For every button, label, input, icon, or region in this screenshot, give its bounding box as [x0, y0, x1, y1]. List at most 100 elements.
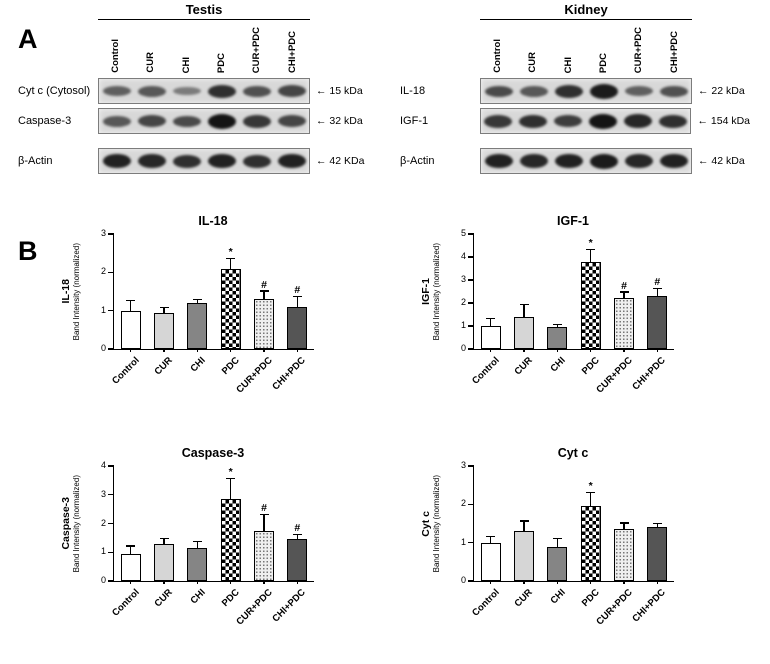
blot-row-label: Cyt c (Cytosol) — [18, 85, 91, 97]
x-tick — [590, 349, 592, 352]
chart-body: Caspase-3 Band Intensity (normalized) 0 1 2 3… — [55, 460, 385, 627]
y-tick-label: 1 — [100, 304, 106, 315]
error-bar-cap — [552, 323, 562, 325]
y-tick — [108, 522, 114, 525]
blot-lane — [656, 79, 691, 103]
bar-chi — [547, 546, 568, 581]
y-axis-label-sub: Band Intensity (normalized) — [71, 474, 81, 573]
blot-lane — [586, 109, 621, 133]
lane-label-cell: PDC — [204, 20, 239, 74]
bar-cur — [154, 312, 174, 349]
error-bar-cap — [159, 538, 169, 540]
error-bar-line — [590, 492, 592, 507]
kda-label: ← 154 kDa — [697, 115, 750, 127]
x-tick — [556, 349, 558, 352]
error-bar-cap — [519, 304, 529, 306]
panel-b-label: B — [18, 236, 38, 266]
y-tick-label: 2 — [460, 297, 466, 307]
x-tick — [523, 349, 525, 352]
protein-band — [137, 154, 166, 168]
blot-lane — [586, 79, 621, 103]
lane-label: CHI+PDC — [668, 31, 680, 73]
chart-title: IGF-1 — [557, 214, 589, 228]
significance-marker: * — [228, 245, 233, 258]
error-bar-cap — [259, 513, 269, 515]
kda-label: ← 32 kDa — [316, 115, 363, 127]
blot-row: Caspase-3 ← 32 kDa — [18, 108, 368, 134]
x-tick — [163, 349, 165, 352]
x-tick — [296, 581, 298, 584]
blot-lane — [169, 149, 204, 173]
plot-area: 0 1 2 3 Control CUR CHI * PDC CUR+PDC CHI+PDC — [461, 460, 674, 627]
lane-labels-row: Control CUR CHI PDC CUR+PDC CHI+PDC — [480, 20, 692, 74]
y-tick-label: 3 — [460, 274, 466, 284]
protein-band — [624, 114, 653, 128]
lane-label: CUR — [527, 52, 539, 73]
lane-label: CUR+PDC — [251, 26, 263, 73]
significance-marker: # — [261, 501, 267, 514]
protein-band — [102, 154, 131, 168]
y-tick-label: 4 — [100, 460, 106, 470]
error-bar-line — [656, 524, 658, 528]
error-bar-line — [296, 297, 298, 307]
x-tick — [263, 581, 265, 584]
protein-band — [207, 154, 236, 168]
y-tick — [468, 348, 474, 350]
protein-band — [659, 85, 688, 97]
error-bar-cap — [586, 248, 596, 251]
protein-band — [242, 154, 271, 168]
y-axis-label: IGF-1 Band Intensity (normalized) — [415, 234, 445, 349]
protein-band — [172, 87, 201, 95]
blot-row-label: IGF-1 — [400, 115, 429, 127]
y-tick — [108, 465, 114, 467]
chart-title: Caspase-3 — [181, 446, 245, 460]
chart-igf1: IGF-1 IGF-1 Band Intensity (normalized) 0 1 2… — [415, 214, 745, 406]
x-tick — [656, 581, 658, 584]
y-tick-label: 0 — [100, 575, 106, 585]
blot-lane — [204, 149, 239, 173]
protein-band — [172, 154, 201, 168]
blot-row-label: β-Actin — [18, 155, 53, 167]
panel-a-label: A — [18, 24, 38, 54]
error-bar-line — [263, 291, 265, 300]
blot-row: IGF-1 ← 154 kDa — [400, 108, 750, 134]
protein-band — [277, 115, 306, 127]
blot-lane — [656, 109, 691, 133]
error-bar-line — [523, 521, 525, 532]
blot-title-rule — [480, 19, 692, 20]
blot-strip — [480, 78, 692, 104]
lane-label-cell: Control — [98, 20, 133, 74]
y-tick — [468, 302, 474, 304]
protein-band — [102, 86, 131, 96]
x-tick — [263, 349, 265, 352]
blot-panel-testis: Testis Control CUR CHI PDC CUR+PDC CHI+PDC Cyt … — [18, 2, 368, 178]
error-bar-cap — [192, 540, 202, 543]
y-tick — [108, 348, 114, 350]
lane-label-cell: CUR — [515, 20, 550, 74]
blot-lane — [99, 109, 134, 133]
bar-chi — [187, 303, 208, 349]
x-tick — [523, 581, 525, 584]
protein-band — [519, 154, 548, 168]
blot-lane — [621, 79, 656, 103]
error-bar-line — [263, 514, 265, 531]
protein-band — [277, 85, 306, 97]
blot-panel-title: Testis — [185, 2, 223, 17]
blot-lane — [239, 109, 274, 133]
blot-lane — [481, 79, 516, 103]
blot-lane — [274, 149, 309, 173]
error-bar-cap — [552, 537, 562, 539]
lane-label-cell: CHI — [169, 20, 204, 74]
x-tick — [490, 349, 492, 352]
x-tick — [163, 581, 165, 584]
error-bar-cap — [586, 491, 596, 493]
protein-band — [207, 84, 236, 98]
blot-strip — [480, 148, 692, 174]
kda-label: ← 42 kDa — [698, 155, 745, 167]
x-tick — [623, 581, 625, 584]
y-tick — [108, 494, 114, 496]
blot-lane — [516, 109, 551, 133]
error-bar-line — [296, 535, 298, 540]
chart-cytc: Cyt c Cyt c Band Intensity (normalized) 0 1 2… — [415, 446, 745, 638]
y-tick-label: 5 — [460, 228, 466, 238]
